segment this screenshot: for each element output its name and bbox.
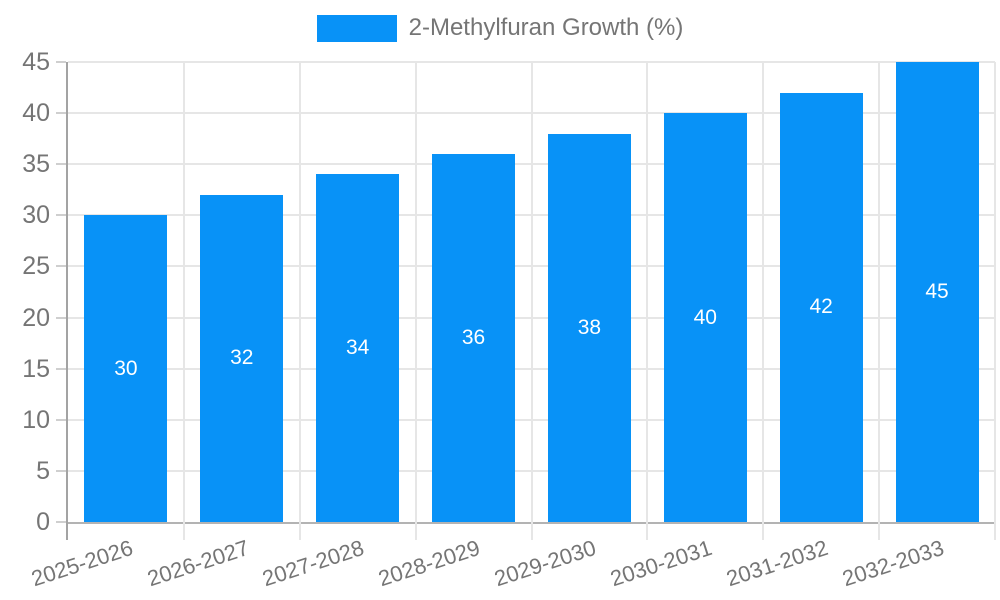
y-axis-tick	[56, 316, 66, 319]
bar: 42	[779, 92, 863, 522]
x-axis-tick	[66, 522, 68, 540]
x-gridline	[878, 62, 881, 540]
x-gridline	[994, 62, 996, 540]
bar-value-label: 30	[114, 356, 138, 380]
bar: 32	[200, 194, 284, 522]
x-axis-label: 2025-2026	[27, 535, 136, 592]
y-axis-tick	[56, 521, 66, 523]
y-axis-label: 5	[36, 456, 50, 485]
bar-value-label: 36	[461, 326, 486, 349]
bar: 45	[895, 62, 979, 522]
bar-value-label: 32	[230, 346, 254, 370]
bar: 36	[432, 154, 516, 522]
x-gridline	[530, 62, 533, 540]
x-gridline	[646, 62, 649, 540]
bar: 34	[316, 174, 400, 522]
plot-area: 0 5 10 15 20 25 30 35 40 45 30 32 34 36 38 40 42 45 2025-2…	[22, 49, 996, 591]
bar-value-label: 40	[693, 305, 717, 329]
y-axis-label: 15	[22, 354, 50, 383]
y-axis-tick	[56, 214, 66, 217]
y-axis-label: 20	[22, 303, 50, 332]
y-axis-tick	[56, 265, 66, 268]
x-axis-label: 2026-2027	[143, 535, 252, 592]
bar-value-label: 45	[925, 280, 949, 303]
y-axis-label: 25	[22, 252, 50, 281]
x-axis-label: 2032-2033	[838, 535, 947, 592]
x-axis-label: 2028-2029	[375, 535, 484, 592]
y-axis-label: 40	[22, 99, 50, 128]
chart-legend: 2-Methylfuran Growth (%)	[0, 0, 1000, 56]
y-axis-label: 30	[22, 201, 50, 230]
x-gridline	[182, 62, 185, 540]
bar: 30	[84, 215, 168, 522]
x-axis-label: 2027-2028	[259, 535, 368, 592]
y-axis-label: 35	[22, 150, 50, 179]
bar-value-label: 38	[577, 315, 602, 339]
legend-label: 2-Methylfuran Growth (%)	[408, 14, 684, 41]
x-gridline	[414, 62, 417, 540]
legend-swatch	[316, 14, 397, 42]
y-axis-label: 45	[22, 48, 50, 76]
bar-value-label: 34	[346, 336, 370, 360]
y-axis-tick	[56, 163, 66, 166]
x-gridline	[762, 62, 765, 540]
bar: 38	[547, 133, 631, 522]
y-axis-tick	[56, 112, 66, 115]
x-axis-label: 2029-2030	[491, 535, 600, 592]
x-gridline	[298, 62, 301, 540]
bar-value-label: 42	[809, 295, 833, 319]
y-axis-tick	[56, 367, 66, 370]
y-axis-tick	[56, 469, 66, 472]
bar: 40	[663, 113, 747, 522]
y-axis-label: 0	[36, 508, 50, 536]
y-axis-tick	[56, 61, 66, 64]
x-axis-label: 2031-2032	[723, 535, 831, 592]
y-axis-tick	[56, 418, 66, 421]
y-axis-label: 10	[22, 405, 50, 434]
x-axis-label: 2030-2031	[607, 535, 716, 592]
